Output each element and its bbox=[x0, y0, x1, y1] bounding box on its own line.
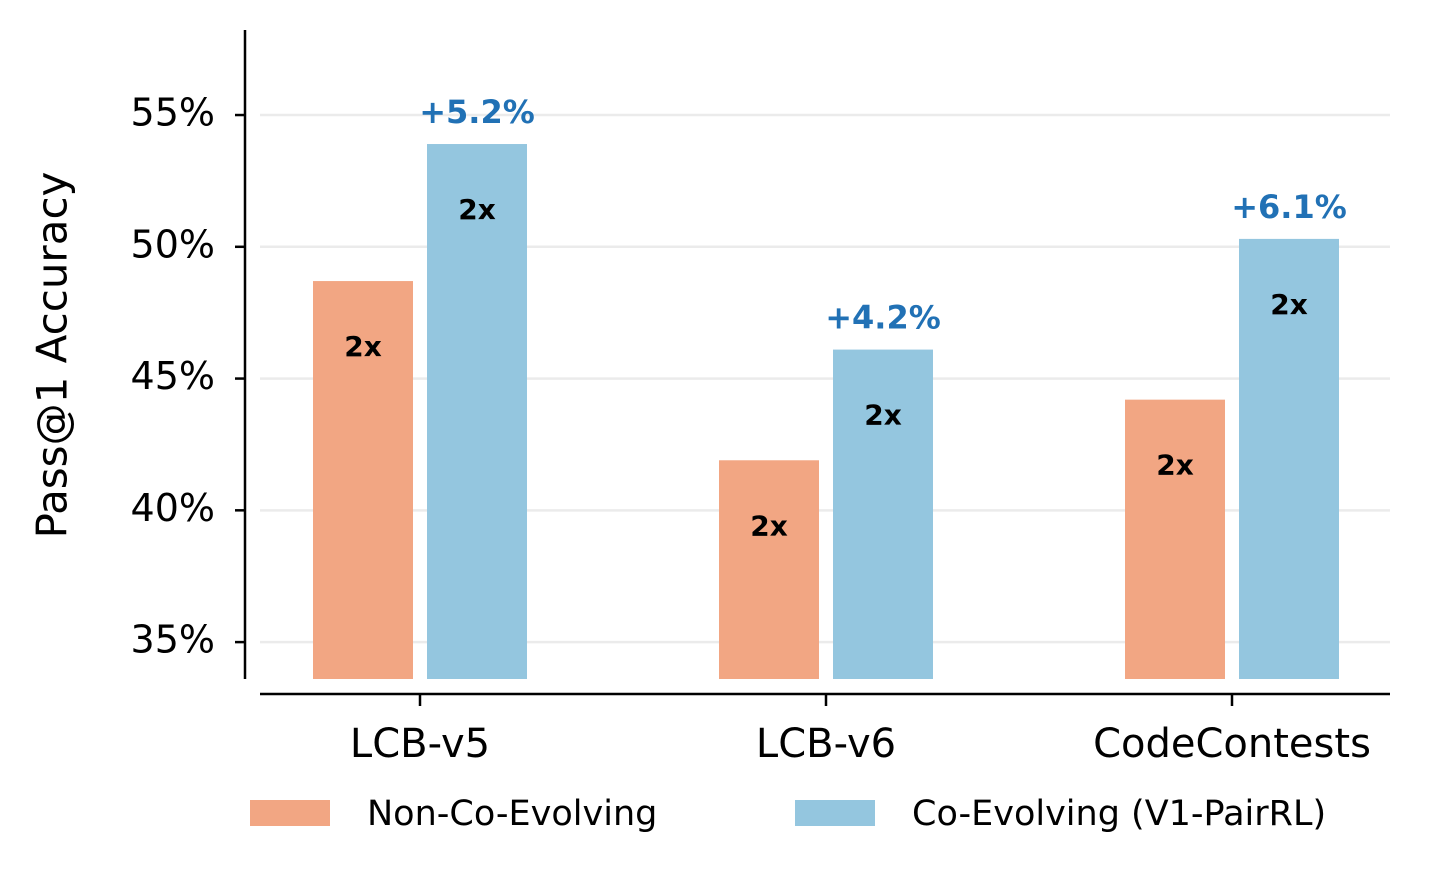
bar bbox=[1239, 238, 1339, 679]
y-tick-label: 35% bbox=[131, 618, 215, 662]
legend-swatch bbox=[250, 800, 330, 826]
legend-label: Non-Co-Evolving bbox=[367, 794, 657, 834]
y-tick-label: 50% bbox=[131, 222, 215, 266]
delta-label: +6.1% bbox=[1231, 188, 1347, 226]
bar bbox=[427, 144, 527, 679]
delta-label: +4.2% bbox=[825, 299, 941, 337]
delta-label: +5.2% bbox=[419, 93, 535, 131]
x-tick-label: LCB-v5 bbox=[350, 721, 490, 767]
bar bbox=[833, 349, 933, 679]
bar-inner-label: 2x bbox=[458, 193, 496, 226]
bar-inner-label: 2x bbox=[344, 330, 382, 363]
bar-inner-label: 2x bbox=[1270, 288, 1308, 321]
y-axis-label: Pass@1 Accuracy bbox=[28, 172, 77, 539]
x-tick-label: CodeContests bbox=[1093, 721, 1371, 767]
bar-inner-label: 2x bbox=[864, 399, 902, 432]
bar bbox=[719, 460, 819, 679]
x-tick-label: LCB-v6 bbox=[756, 721, 896, 767]
bar-inner-label: 2x bbox=[1156, 449, 1194, 482]
y-tick-label: 40% bbox=[131, 486, 215, 530]
bar bbox=[313, 281, 413, 679]
bar-inner-label: 2x bbox=[750, 509, 788, 542]
legend-label: Co-Evolving (V1-PairRL) bbox=[912, 794, 1326, 834]
legend-swatch bbox=[795, 800, 875, 826]
y-tick-label: 55% bbox=[131, 91, 215, 135]
bar bbox=[1125, 399, 1225, 679]
y-tick-label: 45% bbox=[131, 354, 215, 398]
